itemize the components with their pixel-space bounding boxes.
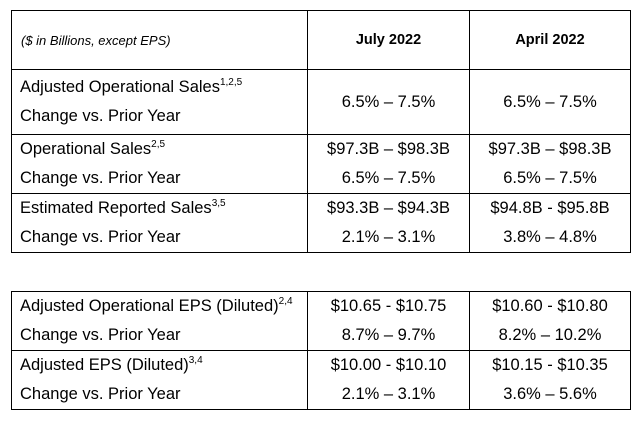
table-row: Adjusted EPS (Diluted)3,4 Change vs. Pri… — [11, 350, 631, 410]
row-label: Adjusted Operational Sales — [20, 78, 220, 96]
footnote-ref: 1,2,5 — [219, 77, 243, 88]
april-value: $94.8B - $95.8B — [490, 199, 610, 217]
row-label: Operational Sales — [20, 140, 152, 158]
july-value: $10.65 - $10.75 — [330, 297, 447, 315]
april-value: 6.5% – 7.5% — [503, 93, 597, 111]
row-sublabel: Change vs. Prior Year — [20, 326, 181, 344]
footnote-ref: 2,4 — [278, 296, 293, 307]
table-row: Operational Sales2,5 Change vs. Prior Ye… — [11, 134, 631, 194]
april-change: 3.8% – 4.8% — [503, 228, 597, 246]
april-value: $97.3B – $98.3B — [488, 140, 612, 158]
guidance-eps-table: Adjusted Operational EPS (Diluted)2,4 Ch… — [11, 291, 631, 410]
row-sublabel: Change vs. Prior Year — [20, 107, 181, 125]
table-row: Estimated Reported Sales3,5 Change vs. P… — [11, 193, 631, 253]
header-row: ($ in Billions, except EPS) July 2022 Ap… — [11, 10, 631, 70]
row-sublabel: Change vs. Prior Year — [20, 228, 181, 246]
april-change: 8.2% – 10.2% — [498, 326, 602, 344]
july-change: 8.7% – 9.7% — [341, 326, 436, 344]
july-change: 2.1% – 3.1% — [341, 228, 436, 246]
april-value: $10.60 - $10.80 — [492, 297, 608, 315]
row-label: Adjusted Operational EPS (Diluted) — [20, 297, 279, 315]
july-value: 6.5% – 7.5% — [341, 93, 436, 111]
april-change: 6.5% – 7.5% — [503, 169, 597, 187]
footnote-ref: 3,4 — [188, 355, 203, 366]
row-label: Estimated Reported Sales — [20, 199, 212, 217]
col-header-april: April 2022 — [469, 10, 631, 70]
row-sublabel: Change vs. Prior Year — [20, 385, 181, 403]
april-value: $10.15 - $10.35 — [492, 356, 608, 374]
table-row: Adjusted Operational EPS (Diluted)2,4 Ch… — [11, 291, 631, 351]
april-change: 3.6% – 5.6% — [503, 385, 597, 403]
row-label: Adjusted EPS (Diluted) — [20, 356, 189, 374]
footnote-ref: 2,5 — [151, 139, 166, 150]
july-value: $97.3B – $98.3B — [327, 140, 450, 158]
table-row: Adjusted Operational Sales1,2,5 Change v… — [11, 69, 631, 135]
units-note: ($ in Billions, except EPS) — [11, 10, 308, 70]
july-change: 2.1% – 3.1% — [341, 385, 436, 403]
july-value: $10.00 - $10.10 — [330, 356, 447, 374]
row-sublabel: Change vs. Prior Year — [20, 169, 181, 187]
guidance-sales-table: ($ in Billions, except EPS) July 2022 Ap… — [11, 10, 631, 253]
footnote-ref: 3,5 — [211, 198, 226, 209]
july-change: 6.5% – 7.5% — [341, 169, 436, 187]
july-value: $93.3B – $94.3B — [327, 199, 450, 217]
col-header-july: July 2022 — [307, 10, 470, 70]
